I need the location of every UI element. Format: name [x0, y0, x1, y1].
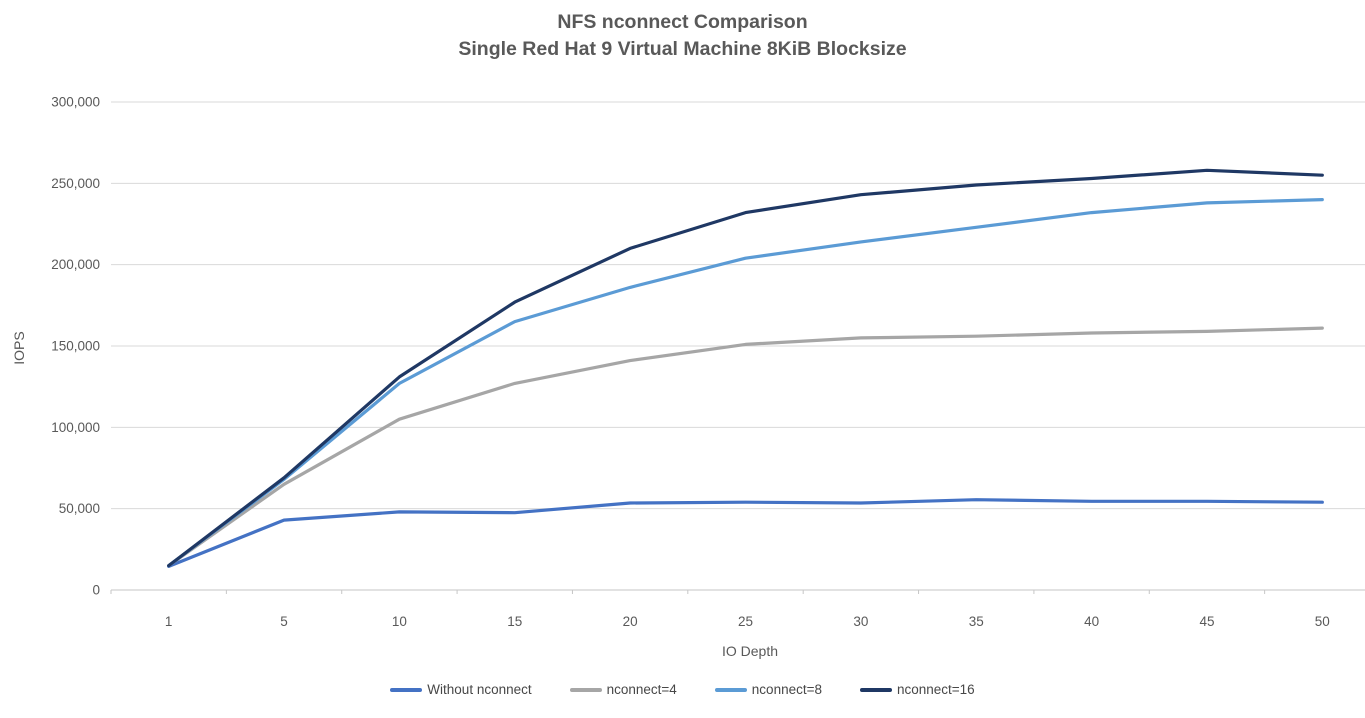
x-axis-tick-label: 10	[392, 614, 407, 629]
legend-item-without-nconnect: Without nconnect	[390, 682, 532, 697]
series-line-nconnect-4	[167, 326, 1324, 568]
legend-label-without-nconnect: Without nconnect	[427, 682, 532, 697]
x-axis-tick-label: 30	[853, 614, 868, 629]
series-line-without-nconnect	[167, 498, 1324, 569]
chart-title-block: NFS nconnect Comparison Single Red Hat 9…	[0, 9, 1365, 63]
legend-label-nconnect-8: nconnect=8	[751, 682, 822, 697]
y-axis-tick-label: 100,000	[51, 420, 100, 435]
legend-label-nconnect-16: nconnect=16	[896, 682, 975, 697]
legend-swatch-nconnect-4	[569, 687, 602, 692]
x-axis-tick-label: 40	[1084, 614, 1099, 629]
y-axis-tick-label: 150,000	[51, 339, 100, 354]
x-axis-tick-label: 20	[623, 614, 638, 629]
y-axis-tick-label: 50,000	[59, 501, 100, 516]
y-axis-tick-label: 300,000	[51, 95, 100, 110]
y-axis-tick-label: 200,000	[51, 257, 100, 272]
y-axis-title: IOPS	[11, 331, 27, 365]
x-axis-tick-label: 25	[738, 614, 753, 629]
legend-swatch-nconnect-8	[714, 687, 747, 692]
x-axis-tick-label: 35	[969, 614, 984, 629]
legend-label-nconnect-4: nconnect=4	[606, 682, 677, 697]
x-axis-tick-label: 15	[507, 614, 522, 629]
y-axis-tick-label: 0	[92, 583, 100, 598]
chart-title: NFS nconnect Comparison	[557, 11, 808, 33]
chart-subtitle: Single Red Hat 9 Virtual Machine 8KiB Bl…	[458, 38, 907, 60]
series-line-nconnect-16	[167, 168, 1324, 568]
legend-item-nconnect-8: nconnect=8	[714, 682, 822, 697]
series-line-nconnect-8	[167, 198, 1324, 568]
y-axis-tick-label: 250,000	[51, 176, 100, 191]
legend-item-nconnect-16: nconnect=16	[859, 682, 975, 697]
x-axis-tick-label: 1	[165, 614, 173, 629]
legend-swatch-without-nconnect	[390, 687, 423, 692]
legend-item-nconnect-4: nconnect=4	[569, 682, 677, 697]
x-axis-title: IO Depth	[721, 643, 779, 659]
x-axis-tick-label: 5	[280, 614, 288, 629]
legend: Without nconnect nconnect=4 nconnect=8 ncon…	[0, 682, 1365, 697]
x-axis-tick-label: 45	[1199, 614, 1214, 629]
legend-swatch-nconnect-16	[859, 687, 892, 692]
x-axis-tick-label: 50	[1315, 614, 1330, 629]
